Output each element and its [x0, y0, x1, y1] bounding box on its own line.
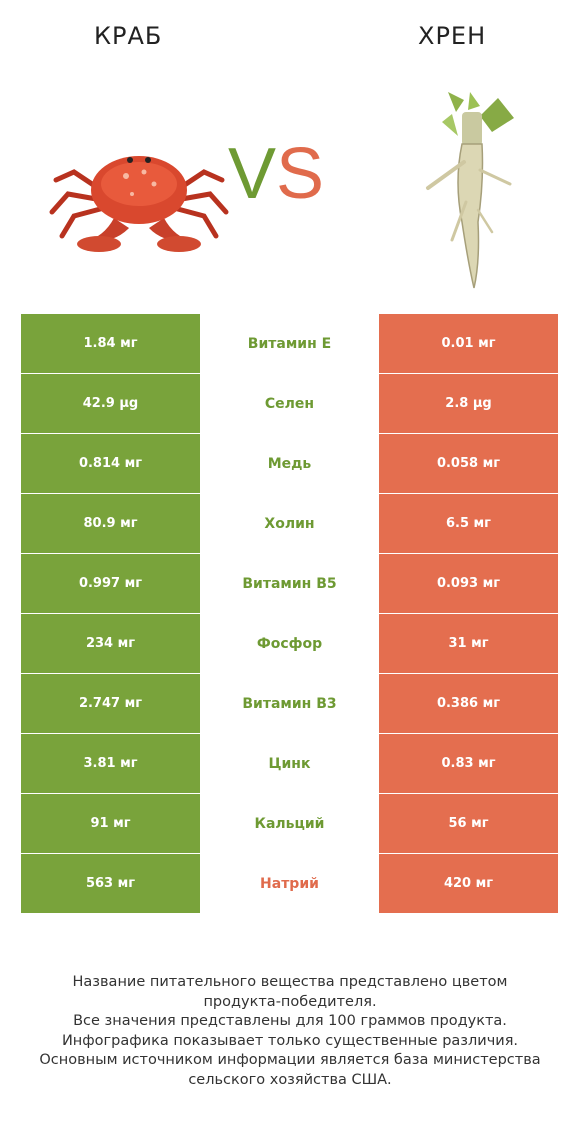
nutrient-name: Кальций [200, 794, 379, 853]
right-value: 31 мг [379, 614, 558, 673]
nutrient-name: Натрий [200, 854, 379, 913]
left-value: 1.84 мг [21, 314, 200, 373]
right-value: 2.8 µg [379, 374, 558, 433]
footer-line: сельского хозяйства США. [188, 1071, 392, 1088]
comparison-row: 91 мг Кальций 56 мг [21, 794, 558, 853]
footer-line: Основным источником информации является … [39, 1052, 541, 1068]
left-value: 2.747 мг [21, 674, 200, 733]
right-value: 0.83 мг [379, 734, 558, 793]
left-value: 91 мг [21, 794, 200, 853]
footer-line: Все значения представлены для 100 граммо… [73, 1013, 507, 1029]
nutrient-name: Медь [200, 434, 379, 493]
right-value: 0.058 мг [379, 434, 558, 493]
left-value: 42.9 µg [21, 374, 200, 433]
right-value: 0.01 мг [379, 314, 558, 373]
right-value: 6.5 мг [379, 494, 558, 553]
left-value: 234 мг [21, 614, 200, 673]
left-value: 563 мг [21, 854, 200, 913]
right-value: 56 мг [379, 794, 558, 853]
nutrient-name: Фосфор [200, 614, 379, 673]
nutrient-name: Витамин B3 [200, 674, 379, 733]
right-product-title: ХРЕН [418, 22, 487, 50]
comparison-row: 234 мг Фосфор 31 мг [21, 614, 558, 673]
left-value: 0.997 мг [21, 554, 200, 613]
nutrient-name: Цинк [200, 734, 379, 793]
right-value: 0.386 мг [379, 674, 558, 733]
footer-line: Инфографика показывает только существенн… [61, 1032, 519, 1049]
comparison-row: 3.81 мг Цинк 0.83 мг [21, 734, 558, 793]
footer-notes: Название питательного вещества представл… [20, 973, 560, 1090]
comparison-row: 563 мг Натрий 420 мг [21, 854, 558, 913]
left-product-title: КРАБ [94, 22, 163, 50]
footer-line: Название питательного вещества представл… [72, 974, 508, 990]
right-value: 420 мг [379, 854, 558, 913]
vs-v-letter: V [228, 134, 277, 214]
left-value: 3.81 мг [21, 734, 200, 793]
nutrient-name: Витамин E [200, 314, 379, 373]
right-value: 0.093 мг [379, 554, 558, 613]
footer-line: продукта-победителя. [203, 993, 377, 1010]
left-value: 0.814 мг [21, 434, 200, 493]
comparison-row: 2.747 мг Витамин B3 0.386 мг [21, 674, 558, 733]
comparison-row: 0.814 мг Медь 0.058 мг [21, 434, 558, 493]
nutrient-name: Холин [200, 494, 379, 553]
nutrient-name: Селен [200, 374, 379, 433]
crab-image [49, 156, 229, 252]
comparison-row: 42.9 µg Селен 2.8 µg [21, 374, 558, 433]
vs-label: VS [228, 138, 324, 210]
comparison-row: 1.84 мг Витамин E 0.01 мг [21, 314, 558, 373]
comparison-row: 0.997 мг Витамин B5 0.093 мг [21, 554, 558, 613]
nutrient-name: Витамин B5 [200, 554, 379, 613]
left-value: 80.9 мг [21, 494, 200, 553]
horseradish-image [426, 92, 514, 289]
vs-s-letter: S [276, 134, 325, 214]
comparison-table: 1.84 мг Витамин E 0.01 мг 42.9 µg Селен 2.8 µ… [21, 314, 558, 914]
comparison-row: 80.9 мг Холин 6.5 мг [21, 494, 558, 553]
